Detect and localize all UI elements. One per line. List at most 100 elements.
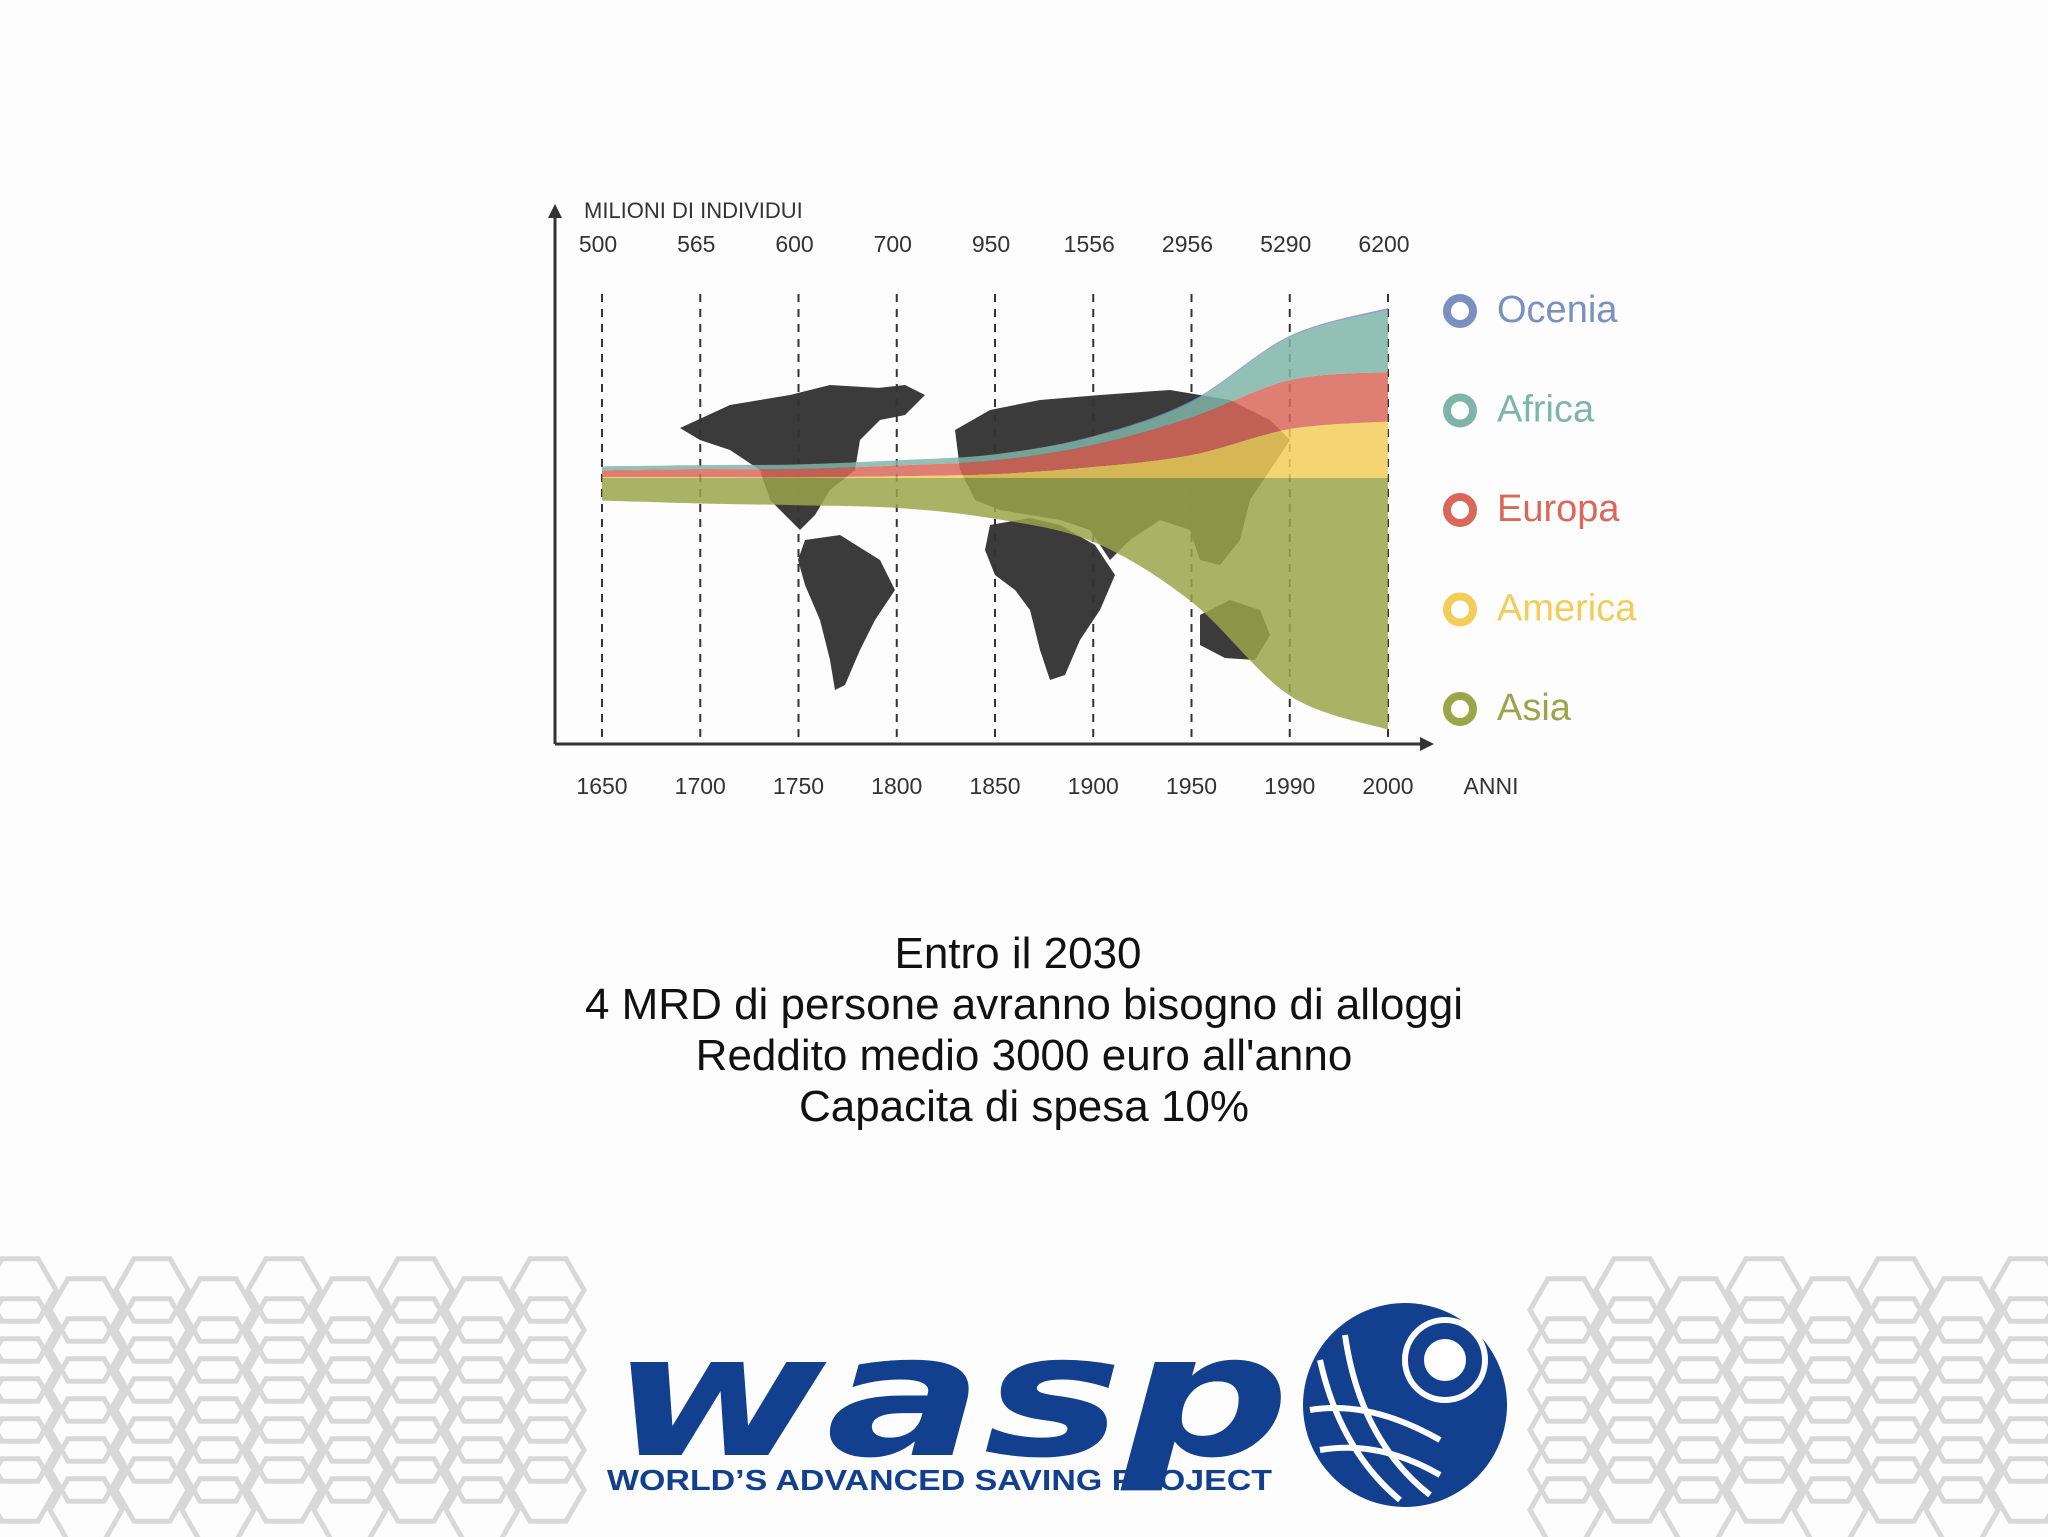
- hexagon: [1989, 1296, 2048, 1364]
- hexagon: [1791, 1396, 1869, 1464]
- hexagon: [1923, 1356, 2001, 1424]
- hexagon: [377, 1416, 455, 1484]
- hexagon: [47, 1356, 125, 1424]
- x-tick-label: 1650: [576, 773, 627, 799]
- hexagon: [509, 1256, 587, 1324]
- hexagon: [0, 1376, 59, 1444]
- legend-marker: [1443, 294, 1477, 328]
- hexagon: [179, 1396, 257, 1464]
- logo-tagline: WORLD’S ADVANCED SAVING PROJECT: [607, 1465, 1272, 1497]
- hexagon: [1725, 1416, 1803, 1484]
- legend-label: Europa: [1497, 488, 1620, 530]
- hexagon: [1659, 1316, 1737, 1384]
- streams: [602, 308, 1388, 730]
- logo: wasp WORLD’S ADVANCED SAVING PROJECT: [607, 1298, 1507, 1507]
- hexagon: [377, 1256, 455, 1324]
- hexagon: [245, 1256, 323, 1324]
- hexagon: [311, 1276, 389, 1344]
- hexagon: [1923, 1276, 2001, 1344]
- caption-line: Capacita di spesa 10%: [799, 1082, 1249, 1131]
- hexagon: [1659, 1356, 1737, 1424]
- hexagon: [311, 1356, 389, 1424]
- hexagon: [443, 1396, 521, 1464]
- hexagon: [1725, 1456, 1803, 1524]
- hexagon: [47, 1276, 125, 1344]
- x-tick-label: 1950: [1166, 773, 1217, 799]
- x-axis-label: ANNI: [1464, 773, 1519, 799]
- hexagon: [1791, 1436, 1869, 1504]
- hexagon: [1593, 1416, 1671, 1484]
- hexagon: [113, 1376, 191, 1444]
- total-label: 700: [874, 231, 912, 257]
- hexagon: [1527, 1396, 1605, 1464]
- hexagon: [113, 1336, 191, 1404]
- hexagon: [47, 1476, 125, 1537]
- caption: Entro il 2030 4 MRD di persone avranno b…: [585, 929, 1463, 1131]
- hexagon: [245, 1336, 323, 1404]
- x-tick-label: 1900: [1068, 773, 1119, 799]
- hexagon: [1989, 1336, 2048, 1404]
- hexagon: [443, 1476, 521, 1537]
- hexagon: [47, 1316, 125, 1384]
- hexagon: [509, 1416, 587, 1484]
- hexagon: [1527, 1476, 1605, 1537]
- hexagon: [311, 1316, 389, 1384]
- hexagon: [1725, 1336, 1803, 1404]
- hexagon: [0, 1456, 59, 1524]
- hexagon: [1857, 1416, 1935, 1484]
- hexagon: [1593, 1256, 1671, 1324]
- x-tick-label: 1850: [969, 773, 1020, 799]
- stream-area: [602, 478, 1388, 730]
- logo-wordmark: wasp: [610, 1298, 1290, 1496]
- africa: [985, 518, 1115, 680]
- hexagon: [311, 1436, 389, 1504]
- total-label: 950: [972, 231, 1010, 257]
- hexagon: [443, 1276, 521, 1344]
- x-tick-label: 1990: [1264, 773, 1315, 799]
- legend: Ocenia Africa Europa America Asia: [1443, 289, 1637, 729]
- hexagon: [0, 1336, 59, 1404]
- total-label: 6200: [1358, 231, 1409, 257]
- hexagon: [1923, 1316, 2001, 1384]
- hexagon: [1989, 1376, 2048, 1444]
- hexagon: [113, 1416, 191, 1484]
- hexagon: [1989, 1456, 2048, 1524]
- north-america: [680, 385, 905, 530]
- hexagon: [509, 1336, 587, 1404]
- hexagon: [1989, 1256, 2048, 1324]
- hexagon: [1923, 1436, 2001, 1504]
- hexagon: [1725, 1256, 1803, 1324]
- hexagon: [179, 1436, 257, 1504]
- hexagon: [1791, 1356, 1869, 1424]
- hexagon: [1857, 1256, 1935, 1324]
- hexagon: [1791, 1276, 1869, 1344]
- hexagon: [1923, 1476, 2001, 1537]
- stream-area: [602, 421, 1388, 478]
- hexagon: [1857, 1376, 1935, 1444]
- hexagon: [0, 1296, 59, 1364]
- hexagon: [113, 1256, 191, 1324]
- hexagon: [311, 1396, 389, 1464]
- hexagon: [1923, 1396, 2001, 1464]
- legend-marker: [1443, 493, 1477, 527]
- hexagon: [179, 1476, 257, 1537]
- hexagon: [1725, 1376, 1803, 1444]
- hexagon: [179, 1316, 257, 1384]
- hexagon: [0, 1256, 59, 1324]
- hexagon: [245, 1376, 323, 1444]
- hexagon: [1659, 1276, 1737, 1344]
- hexagon: [311, 1476, 389, 1537]
- hexagon: [179, 1276, 257, 1344]
- hexagon: [509, 1376, 587, 1444]
- x-tick-label: 2000: [1362, 773, 1413, 799]
- hexagon: [1857, 1336, 1935, 1404]
- legend-label: Ocenia: [1497, 289, 1618, 331]
- hexagon: [1527, 1356, 1605, 1424]
- hexagon: [47, 1436, 125, 1504]
- hexagon: [443, 1356, 521, 1424]
- legend-label: America: [1497, 588, 1637, 630]
- y-axis-label: MILIONI DI INDIVIDUI: [584, 198, 803, 223]
- hexagon: [0, 1416, 59, 1484]
- hexagon: [245, 1456, 323, 1524]
- total-label: 2956: [1162, 231, 1213, 257]
